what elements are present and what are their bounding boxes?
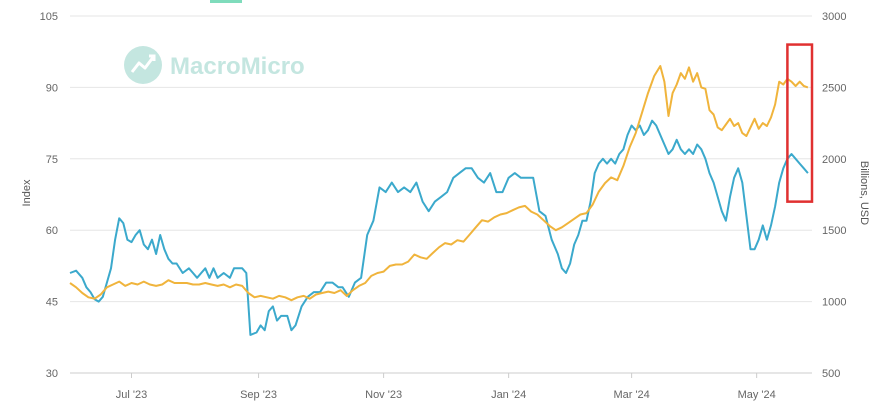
right-axis-series-line xyxy=(69,65,809,302)
left-axis-ticks: 30 45 60 75 90 105 xyxy=(40,11,58,380)
right-tick-label: 500 xyxy=(822,368,840,380)
right-tick-label: 1000 xyxy=(822,297,846,309)
left-tick-label: 30 xyxy=(46,368,58,380)
x-tick-label: Nov '23 xyxy=(365,389,402,401)
right-tick-label: 3000 xyxy=(822,11,846,23)
right-tick-label: 2000 xyxy=(822,154,846,166)
brand-watermark: MacroMicro xyxy=(124,46,305,84)
x-tick-label: Sep '23 xyxy=(240,389,277,401)
right-tick-label: 1500 xyxy=(822,225,846,237)
left-tick-label: 75 xyxy=(46,154,58,166)
x-tick-label: Jul '23 xyxy=(116,389,147,401)
right-tick-label: 2500 xyxy=(822,82,846,94)
macromicro-logo-icon xyxy=(124,46,162,84)
x-axis-ticks: Jul '23 Sep '23 Nov '23 Jan '24 Mar '24 May '… xyxy=(70,372,812,401)
left-tick-label: 45 xyxy=(46,297,58,309)
left-tick-label: 105 xyxy=(40,11,58,23)
legend-chip xyxy=(210,0,242,3)
right-axis-ticks: 500 1000 1500 2000 2500 3000 xyxy=(822,11,846,380)
left-tick-label: 60 xyxy=(46,225,58,237)
left-axis-series-line xyxy=(69,119,809,336)
x-tick-label: Jan '24 xyxy=(491,389,526,401)
x-tick-label: May '24 xyxy=(738,389,776,401)
x-tick-label: Mar '24 xyxy=(613,389,649,401)
brand-name: MacroMicro xyxy=(170,53,305,80)
right-axis-title: Billions, USD xyxy=(858,161,870,225)
left-tick-label: 90 xyxy=(46,82,58,94)
highlight-box xyxy=(786,43,814,203)
series-layer xyxy=(69,65,809,336)
left-axis-title: Index xyxy=(21,179,33,206)
